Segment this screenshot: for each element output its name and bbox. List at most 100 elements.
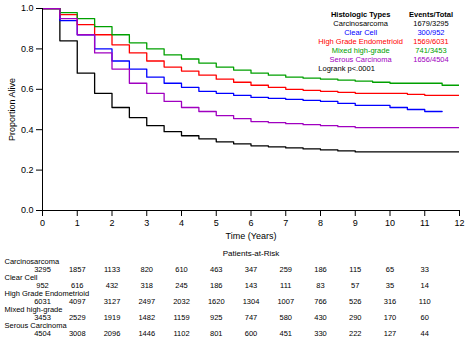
- svg-text:3: 3: [144, 218, 149, 228]
- svg-text:0.4: 0.4: [21, 125, 34, 135]
- html-text:Events/Total: Events/Total: [409, 10, 453, 19]
- svg-text:600: 600: [245, 329, 258, 338]
- svg-text:14: 14: [421, 281, 429, 290]
- svg-text:801: 801: [210, 329, 223, 338]
- svg-text:6031: 6031: [34, 297, 51, 306]
- html-text:Logrank p<.0001: Logrank p<.0001: [318, 64, 375, 73]
- svg-text:290: 290: [349, 313, 362, 322]
- svg-text:127: 127: [384, 329, 397, 338]
- svg-text:Mixed high-grade: Mixed high-grade: [4, 304, 63, 314]
- svg-text:143: 143: [245, 281, 258, 290]
- svg-text:Serous Carcinoma: Serous Carcinoma: [4, 320, 67, 330]
- svg-text:1007: 1007: [277, 297, 294, 306]
- html-text:Mixed high-grade: Mixed high-grade: [331, 46, 390, 55]
- svg-text:766: 766: [314, 297, 327, 306]
- svg-text:1620: 1620: [208, 297, 225, 306]
- svg-text:83: 83: [316, 281, 324, 290]
- svg-text:0.2: 0.2: [21, 165, 34, 175]
- svg-text:430: 430: [314, 313, 327, 322]
- svg-text:2032: 2032: [173, 297, 190, 306]
- svg-text:432: 432: [106, 281, 119, 290]
- svg-text:1446: 1446: [138, 329, 155, 338]
- svg-text:65: 65: [386, 265, 394, 274]
- svg-text:60: 60: [421, 313, 429, 322]
- svg-text:Proportion Alive: Proportion Alive: [7, 78, 17, 141]
- html-text:1656/4504: 1656/4504: [413, 55, 449, 64]
- svg-text:0: 0: [40, 218, 45, 228]
- svg-text:Patients-at-Risk: Patients-at-Risk: [223, 249, 280, 258]
- svg-text:1304: 1304: [243, 297, 260, 306]
- svg-text:9: 9: [353, 218, 358, 228]
- svg-text:316: 316: [384, 297, 397, 306]
- svg-text:820: 820: [140, 265, 153, 274]
- svg-text:4097: 4097: [69, 297, 86, 306]
- svg-text:1.0: 1.0: [21, 3, 34, 13]
- svg-text:2529: 2529: [69, 313, 86, 322]
- html-text:Carcinosarcoma: Carcinosarcoma: [333, 19, 388, 28]
- svg-text:1: 1: [75, 218, 80, 228]
- svg-text:Time (Years): Time (Years): [226, 231, 277, 241]
- svg-text:3127: 3127: [104, 297, 121, 306]
- svg-text:1133: 1133: [104, 265, 120, 274]
- svg-text:12: 12: [454, 218, 464, 228]
- svg-text:33: 33: [421, 265, 429, 274]
- svg-text:1482: 1482: [138, 313, 155, 322]
- svg-text:0.0: 0.0: [21, 205, 34, 215]
- html-text:Clear Cell: Clear Cell: [344, 28, 378, 37]
- html-text:1679/3295: 1679/3295: [413, 19, 449, 28]
- svg-text:3453: 3453: [34, 313, 51, 322]
- svg-text:3295: 3295: [34, 265, 51, 274]
- html-text:741/3453: 741/3453: [415, 46, 447, 55]
- svg-text:1159: 1159: [173, 313, 189, 322]
- svg-text:3008: 3008: [69, 329, 86, 338]
- svg-text:8: 8: [318, 218, 323, 228]
- svg-text:580: 580: [279, 313, 292, 322]
- svg-text:6: 6: [248, 218, 253, 228]
- svg-text:4: 4: [179, 218, 184, 228]
- svg-text:Clear Cell: Clear Cell: [5, 273, 38, 282]
- svg-text:463: 463: [210, 265, 223, 274]
- svg-text:259: 259: [279, 265, 292, 274]
- svg-text:35: 35: [386, 281, 394, 290]
- svg-text:451: 451: [279, 329, 292, 338]
- html-text:300/952: 300/952: [417, 28, 445, 37]
- html-text:Histologic Types: Histologic Types: [330, 10, 391, 19]
- svg-text:952: 952: [36, 281, 49, 290]
- svg-text:0.6: 0.6: [21, 84, 34, 94]
- svg-text:2: 2: [109, 218, 114, 228]
- svg-text:347: 347: [245, 265, 258, 274]
- svg-text:2497: 2497: [138, 297, 155, 306]
- svg-text:610: 610: [175, 265, 188, 274]
- svg-text:4504: 4504: [34, 329, 51, 338]
- svg-text:222: 222: [349, 329, 362, 338]
- svg-text:616: 616: [71, 281, 84, 290]
- svg-text:1102: 1102: [173, 329, 189, 338]
- svg-text:245: 245: [175, 281, 188, 290]
- svg-text:318: 318: [140, 281, 153, 290]
- svg-text:170: 170: [384, 313, 397, 322]
- html-text:1569/6031: 1569/6031: [413, 37, 449, 46]
- svg-text:186: 186: [210, 281, 223, 290]
- html-text:Serous Carcinoma: Serous Carcinoma: [329, 55, 392, 64]
- svg-text:115: 115: [349, 265, 361, 274]
- svg-text:High Grade Endometrioid: High Grade Endometrioid: [4, 288, 90, 298]
- svg-text:7: 7: [283, 218, 288, 228]
- svg-text:Carcinosarcoma: Carcinosarcoma: [5, 257, 60, 266]
- svg-text:526: 526: [349, 297, 362, 306]
- svg-text:1857: 1857: [69, 265, 86, 274]
- svg-text:5: 5: [214, 218, 219, 228]
- svg-text:57: 57: [351, 281, 359, 290]
- svg-text:186: 186: [314, 265, 327, 274]
- svg-text:330: 330: [314, 329, 327, 338]
- svg-text:747: 747: [245, 313, 258, 322]
- svg-text:110: 110: [419, 297, 431, 306]
- svg-text:925: 925: [210, 313, 223, 322]
- svg-text:44: 44: [421, 329, 429, 338]
- svg-text:2096: 2096: [104, 329, 121, 338]
- svg-text:11: 11: [420, 218, 429, 228]
- svg-text:111: 111: [280, 281, 291, 290]
- svg-text:10: 10: [385, 218, 395, 228]
- svg-text:1919: 1919: [104, 313, 121, 322]
- svg-text:0.8: 0.8: [21, 44, 34, 54]
- html-text:High Grade Endometrioid: High Grade Endometrioid: [318, 37, 403, 46]
